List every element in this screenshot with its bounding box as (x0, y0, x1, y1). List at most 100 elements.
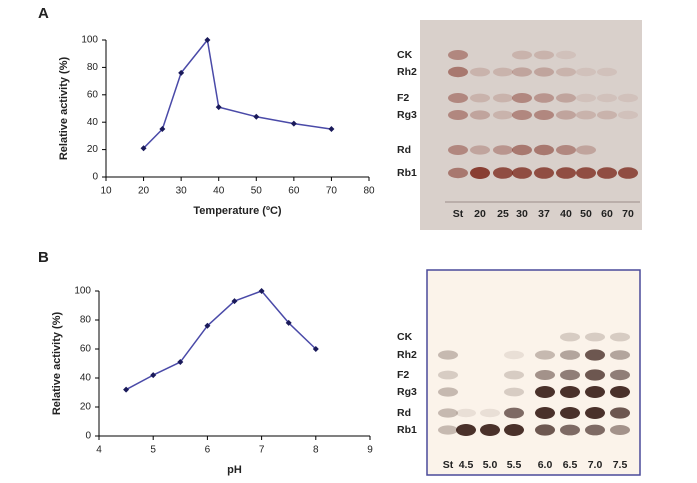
tlc-band (512, 67, 532, 77)
point (258, 288, 265, 294)
tlc-band (448, 66, 468, 78)
tlc-band (556, 167, 576, 179)
tlc-band (560, 332, 580, 342)
tlc-band (560, 424, 580, 436)
tlc-band (585, 332, 605, 342)
lane-label: 50 (580, 208, 592, 220)
tlc-band (534, 144, 554, 156)
x-tick-label: 40 (213, 186, 225, 197)
lane-label: 7.5 (613, 459, 628, 471)
tlc-band (493, 67, 513, 77)
point (253, 113, 260, 120)
tlc-band (512, 50, 532, 60)
tlc-band (504, 370, 524, 380)
lane-label: 5.0 (483, 459, 498, 471)
tlc-band (585, 369, 605, 381)
point (231, 298, 238, 305)
tlc-band (576, 167, 596, 179)
point (123, 386, 130, 393)
tlc-band (585, 349, 605, 361)
compound-label: Rh2 (397, 66, 417, 78)
compound-label: Rd (397, 144, 411, 156)
compound-label: CK (397, 49, 413, 61)
lane-label: 25 (497, 208, 509, 220)
tlc-band (512, 167, 532, 179)
tlc-band (456, 408, 476, 418)
lane-label: 60 (601, 208, 613, 220)
tlc-band (576, 145, 596, 155)
tlc-band (504, 387, 524, 397)
tlc-band (618, 93, 638, 103)
point (215, 104, 222, 111)
tlc-plate (420, 20, 642, 230)
compound-label: Rg3 (397, 109, 417, 121)
lane-label: 30 (516, 208, 528, 220)
x-axis-title: Temperature (ºC) (193, 205, 281, 217)
tlc-band (610, 332, 630, 342)
y-tick-label: 20 (80, 402, 92, 413)
point (312, 346, 319, 352)
y-tick-label: 20 (87, 144, 99, 155)
point (285, 319, 292, 326)
lane-label: St (453, 208, 464, 220)
lane-label: 4.5 (459, 459, 474, 471)
tlc-band (470, 110, 490, 120)
tlc-band (493, 110, 513, 120)
x-tick-label: 9 (367, 445, 373, 456)
tlc-band (534, 67, 554, 77)
x-tick-label: 8 (313, 445, 319, 456)
tlc-band (556, 145, 576, 155)
tlc-band (493, 93, 513, 103)
x-tick-label: 10 (100, 186, 112, 197)
compound-label: Rb1 (397, 424, 417, 436)
lane-label: 6.5 (563, 459, 578, 471)
tlc-band (534, 50, 554, 60)
panel-label: A (38, 5, 49, 22)
lane-label: 7.0 (588, 459, 603, 471)
compound-label: Rh2 (397, 349, 417, 361)
tlc-band (448, 110, 468, 120)
y-tick-label: 100 (81, 35, 98, 46)
y-tick-label: 40 (87, 117, 99, 128)
point (159, 126, 166, 133)
tlc-band (556, 110, 576, 120)
y-tick-label: 60 (80, 344, 92, 355)
x-tick-label: 60 (288, 186, 300, 197)
lane-label: 6.0 (538, 459, 553, 471)
tlc-band (535, 424, 555, 436)
point (140, 145, 147, 152)
tlc-band (560, 350, 580, 360)
compound-label: CK (397, 331, 413, 343)
tlc-band (535, 350, 555, 360)
compound-label: Rb1 (397, 167, 417, 179)
tlc-band (576, 110, 596, 120)
lane-label: 40 (560, 208, 572, 220)
tlc-band (512, 110, 532, 120)
point (204, 37, 211, 43)
tlc-band (470, 67, 490, 77)
tlc-band (597, 67, 617, 77)
x-tick-label: 7 (259, 445, 265, 456)
tlc-band (470, 167, 490, 179)
x-axis-title: pH (227, 464, 242, 476)
tlc-band (480, 424, 500, 436)
tlc-band (534, 167, 554, 179)
y-tick-label: 100 (74, 286, 91, 297)
y-tick-label: 0 (92, 172, 98, 183)
tlc-band (535, 407, 555, 419)
lane-label: 5.5 (507, 459, 522, 471)
point (290, 120, 297, 127)
tlc-band (470, 93, 490, 103)
tlc-band (560, 386, 580, 398)
tlc-band (597, 93, 617, 103)
tlc-band (438, 408, 458, 418)
tlc-band (597, 167, 617, 179)
tlc-band (512, 144, 532, 156)
tlc-band (610, 386, 630, 398)
y-tick-label: 40 (80, 373, 92, 384)
tlc-band (448, 167, 468, 179)
tlc-band (585, 386, 605, 398)
tlc-band (610, 369, 630, 381)
tlc-band (556, 50, 576, 60)
line (143, 39, 332, 149)
